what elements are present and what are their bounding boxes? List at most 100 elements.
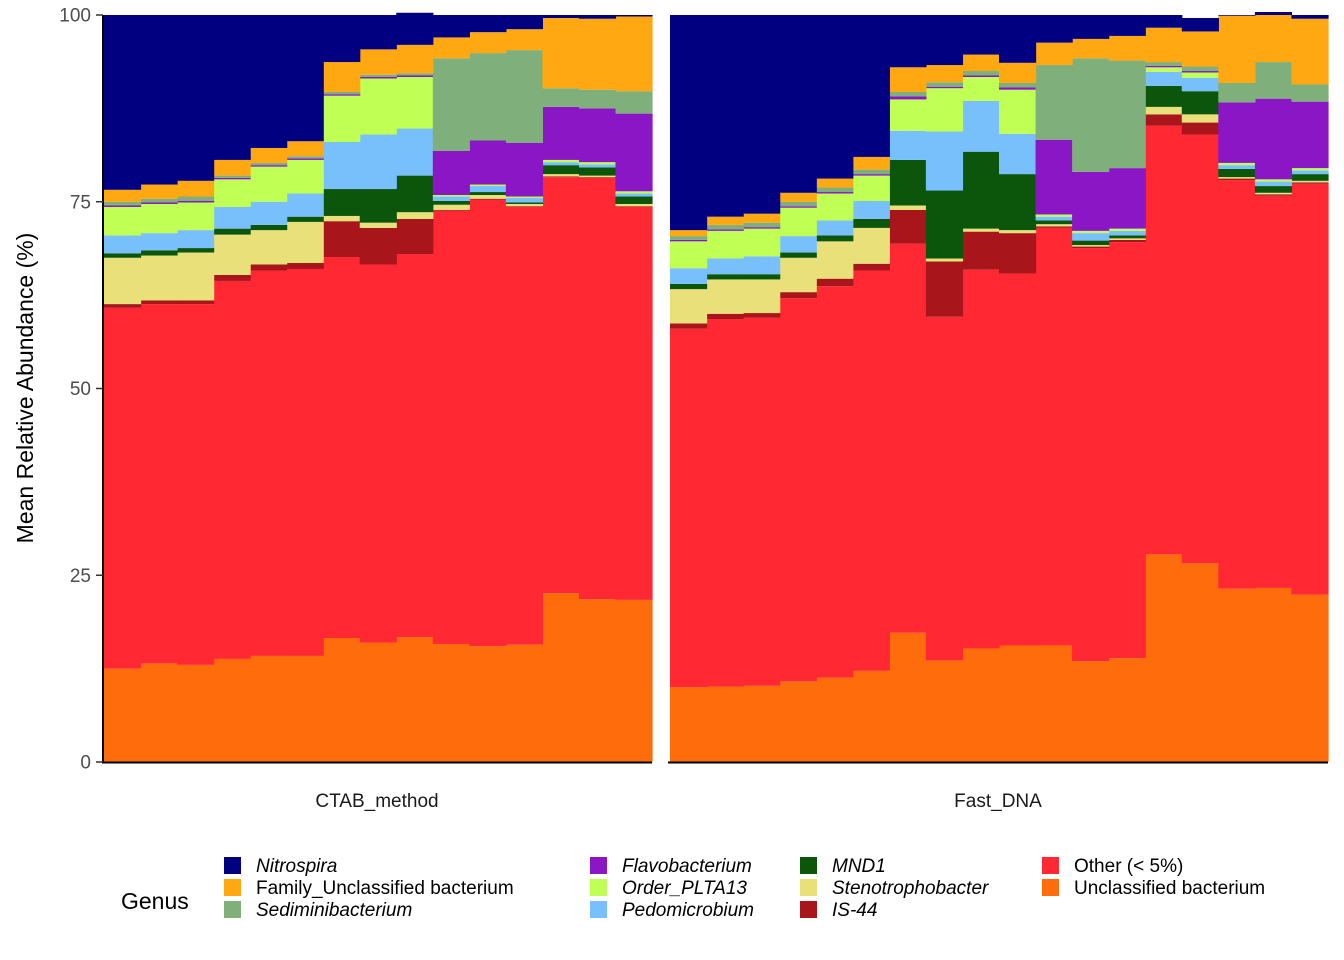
area-segment bbox=[670, 230, 708, 237]
area-segment bbox=[250, 224, 288, 231]
legend-swatch bbox=[590, 879, 607, 896]
area-segment bbox=[432, 210, 470, 644]
area-segment bbox=[469, 140, 507, 185]
area-segment bbox=[816, 178, 854, 188]
area-segment bbox=[359, 222, 397, 228]
legend-label: Unclassified bacterium bbox=[1074, 878, 1265, 899]
legend-item: Sediminibacterium bbox=[224, 900, 412, 921]
area-segment bbox=[396, 212, 434, 219]
area-segment bbox=[852, 156, 890, 170]
area-segment bbox=[432, 58, 470, 151]
area-segment bbox=[286, 15, 324, 142]
area-segment bbox=[578, 15, 617, 19]
area-segment bbox=[505, 206, 543, 645]
area-segment bbox=[213, 175, 251, 178]
area-segment bbox=[542, 165, 580, 175]
area-segment bbox=[779, 15, 817, 193]
area-segment bbox=[779, 207, 817, 237]
area-segment bbox=[1035, 214, 1073, 217]
area-segment bbox=[1035, 42, 1073, 66]
y-tick-label: 100 bbox=[59, 6, 91, 27]
facet-label: CTAB_method bbox=[315, 791, 438, 812]
area-segment bbox=[743, 222, 781, 228]
area-segment bbox=[816, 286, 854, 678]
area-segment bbox=[962, 228, 1000, 232]
area-segment bbox=[1035, 15, 1073, 43]
area-segment bbox=[706, 229, 744, 231]
series-Nitrospira bbox=[670, 12, 1329, 231]
area-segment bbox=[1218, 15, 1256, 83]
area-segment bbox=[999, 230, 1037, 234]
area-segment bbox=[323, 15, 361, 63]
area-segment bbox=[1254, 15, 1293, 63]
area-segment bbox=[432, 201, 470, 205]
area-segment bbox=[140, 663, 178, 762]
area-segment bbox=[1218, 180, 1256, 589]
series-MND1 bbox=[104, 165, 653, 258]
legend-label: Nitrospira bbox=[256, 856, 337, 877]
area-segment bbox=[505, 202, 543, 204]
area-segment bbox=[1218, 15, 1256, 16]
area-segment bbox=[396, 75, 434, 77]
series-Sediminibacterium bbox=[104, 50, 653, 206]
area-segment bbox=[578, 175, 617, 178]
area-segment bbox=[1181, 114, 1219, 123]
area-segment bbox=[1072, 245, 1110, 247]
area-segment bbox=[889, 209, 927, 244]
area-segment bbox=[469, 53, 507, 141]
series-MND1 bbox=[670, 85, 1329, 290]
area-segment bbox=[359, 264, 397, 643]
area-segment bbox=[469, 184, 507, 187]
area-segment bbox=[542, 174, 580, 177]
series-IS-44 bbox=[104, 176, 653, 308]
area-segment bbox=[177, 664, 215, 762]
area-segment bbox=[1072, 240, 1110, 246]
area-segment bbox=[706, 274, 744, 280]
legend-swatch bbox=[800, 879, 817, 896]
area-segment bbox=[104, 201, 142, 206]
series-Pedomicrobium bbox=[670, 71, 1329, 284]
area-segment bbox=[1254, 195, 1293, 588]
area-segment bbox=[432, 37, 470, 59]
area-segment bbox=[1145, 67, 1183, 72]
area-segment bbox=[1072, 661, 1110, 762]
area-segment bbox=[889, 99, 927, 131]
area-segment bbox=[1181, 17, 1219, 32]
area-segment bbox=[779, 192, 817, 202]
legend-swatch bbox=[800, 857, 817, 874]
series-Other (< 5%) bbox=[670, 125, 1329, 688]
area-segment bbox=[140, 15, 178, 185]
area-segment bbox=[286, 268, 324, 656]
legend-swatch bbox=[590, 857, 607, 874]
legend-swatch bbox=[1042, 879, 1059, 896]
area-segment bbox=[779, 252, 817, 258]
series-Unclassified bacterium bbox=[104, 593, 653, 763]
area-segment bbox=[542, 88, 580, 107]
area-segment bbox=[852, 270, 890, 671]
area-segment bbox=[670, 15, 708, 231]
series-Family_Unclassified bacterium bbox=[670, 15, 1329, 237]
area-segment bbox=[140, 203, 178, 234]
area-segment bbox=[1145, 125, 1183, 555]
area-segment bbox=[925, 65, 964, 83]
area-segment bbox=[1291, 183, 1329, 595]
area-segment bbox=[140, 202, 178, 204]
area-segment bbox=[578, 599, 617, 762]
area-segment bbox=[286, 655, 324, 762]
area-segment bbox=[542, 17, 580, 89]
area-segment bbox=[213, 280, 251, 659]
y-axis: 0 25 50 75 100 bbox=[59, 6, 104, 774]
area-segment bbox=[323, 91, 361, 95]
area-segment bbox=[323, 94, 361, 96]
area-segment bbox=[469, 199, 507, 647]
area-segment bbox=[359, 77, 397, 79]
area-segment bbox=[140, 198, 178, 203]
legend-label: Flavobacterium bbox=[622, 856, 752, 877]
area-segment bbox=[1035, 139, 1073, 215]
area-segment bbox=[706, 258, 744, 275]
area-segment bbox=[578, 177, 617, 178]
area-segment bbox=[670, 687, 708, 762]
area-segment bbox=[999, 87, 1037, 90]
area-segment bbox=[505, 198, 543, 203]
area-segment bbox=[396, 254, 434, 638]
